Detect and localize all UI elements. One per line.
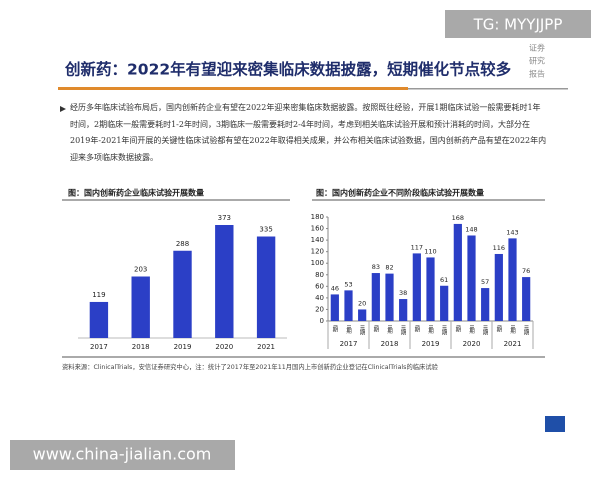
bar: [330, 294, 339, 321]
group-label: 2021: [504, 340, 522, 348]
y-tick-label: 100: [311, 259, 324, 267]
chart-title: 图：国内创新药企业临床试验开展数量: [68, 188, 204, 198]
data-label: 76: [522, 267, 530, 275]
logo-text: 研究: [529, 56, 545, 66]
data-label: 46: [331, 284, 339, 292]
bar: [481, 288, 490, 321]
group-label: 2019: [422, 340, 440, 348]
data-label: 82: [385, 264, 393, 272]
bar: [467, 235, 476, 321]
bar: [494, 253, 503, 321]
x-tick-label: III期: [359, 325, 366, 337]
data-label: 168: [452, 214, 464, 222]
y-tick-label: 40: [315, 294, 324, 302]
y-tick-label: 180: [311, 213, 324, 221]
x-tick-label: II期: [386, 325, 393, 335]
bar: [89, 301, 109, 338]
x-tick-label: 2020: [215, 343, 233, 351]
x-tick-label: I期: [331, 325, 338, 333]
x-tick-label: II期: [345, 325, 352, 335]
x-tick-label: II期: [509, 325, 516, 335]
x-tick-label: III期: [482, 325, 489, 337]
x-tick-label: II期: [427, 325, 434, 335]
data-label: 38: [399, 289, 407, 297]
bullet-icon: [60, 106, 66, 112]
data-label: 148: [465, 225, 477, 233]
y-tick-label: 120: [311, 248, 324, 256]
bar: [344, 290, 353, 321]
bar: [440, 285, 449, 321]
y-tick-label: 60: [315, 282, 324, 290]
chart-title: 图：国内创新药企业不同阶段临床试验开展数量: [316, 188, 484, 198]
y-tick-label: 0: [320, 317, 324, 325]
logo-text: 报告: [529, 69, 545, 79]
x-tick-label: III期: [523, 325, 530, 337]
x-tick-label: 2021: [257, 343, 275, 351]
x-tick-label: III期: [441, 325, 448, 337]
data-label: 119: [92, 291, 105, 299]
y-tick-label: 20: [315, 305, 324, 313]
bar: [215, 225, 234, 338]
x-tick-label: 2017: [90, 343, 108, 351]
x-tick-label: I期: [413, 325, 420, 333]
data-label: 143: [506, 228, 518, 236]
group-label: 2018: [381, 340, 399, 348]
footer-watermark: www.china-jialian.com: [33, 445, 212, 464]
bar: [399, 299, 408, 321]
logo-text: 证券: [529, 43, 545, 53]
bullet-text: 经历多年临床试验布局后，国内创新药企业有望在2022年迎来密集临床数据披露。按照…: [70, 103, 547, 162]
y-tick-label: 160: [311, 225, 324, 233]
bar: [256, 236, 276, 338]
data-label: 116: [493, 244, 505, 252]
title-rule: [58, 87, 408, 90]
data-label: 203: [134, 266, 147, 274]
data-label: 53: [344, 280, 352, 288]
bar: [522, 277, 531, 321]
bar: [131, 276, 150, 338]
y-tick-label: 80: [315, 271, 324, 279]
data-label: 20: [358, 299, 366, 307]
x-tick-label: 2018: [132, 343, 150, 351]
bar: [508, 238, 517, 321]
data-label: 61: [440, 276, 448, 284]
group-label: 2020: [463, 340, 481, 348]
data-label: 288: [176, 240, 189, 248]
x-tick-label: I期: [495, 325, 502, 333]
group-label: 2017: [340, 340, 358, 348]
bar: [173, 250, 192, 338]
bar: [426, 257, 435, 321]
data-label: 373: [218, 214, 231, 222]
slide-title: 创新药：2022年有望迎来密集临床数据披露，短期催化节点较多: [64, 60, 512, 79]
source: 资料来源：ClinicalTrials，安信证券研究中心，注：统计了2017年至…: [62, 362, 439, 371]
data-label: 110: [424, 247, 436, 255]
watermark: TG: MYYJJPP: [473, 16, 563, 34]
data-label: 117: [411, 243, 423, 251]
title-rule: [408, 88, 568, 90]
bar: [412, 253, 421, 321]
data-label: 335: [259, 226, 272, 234]
page-logo: [545, 416, 565, 432]
bar: [358, 309, 367, 321]
bar: [371, 273, 380, 321]
y-tick-label: 140: [311, 236, 324, 244]
bar: [385, 273, 394, 321]
x-tick-label: I期: [372, 325, 379, 333]
x-tick-label: III期: [400, 325, 407, 337]
x-tick-label: I期: [454, 325, 461, 333]
x-tick-label: II期: [468, 325, 475, 335]
watermark-box: [10, 440, 235, 470]
watermark-box: [445, 10, 591, 38]
data-label: 57: [481, 278, 489, 286]
data-label: 83: [372, 263, 380, 271]
x-tick-label: 2019: [174, 343, 192, 351]
bar: [453, 223, 462, 321]
